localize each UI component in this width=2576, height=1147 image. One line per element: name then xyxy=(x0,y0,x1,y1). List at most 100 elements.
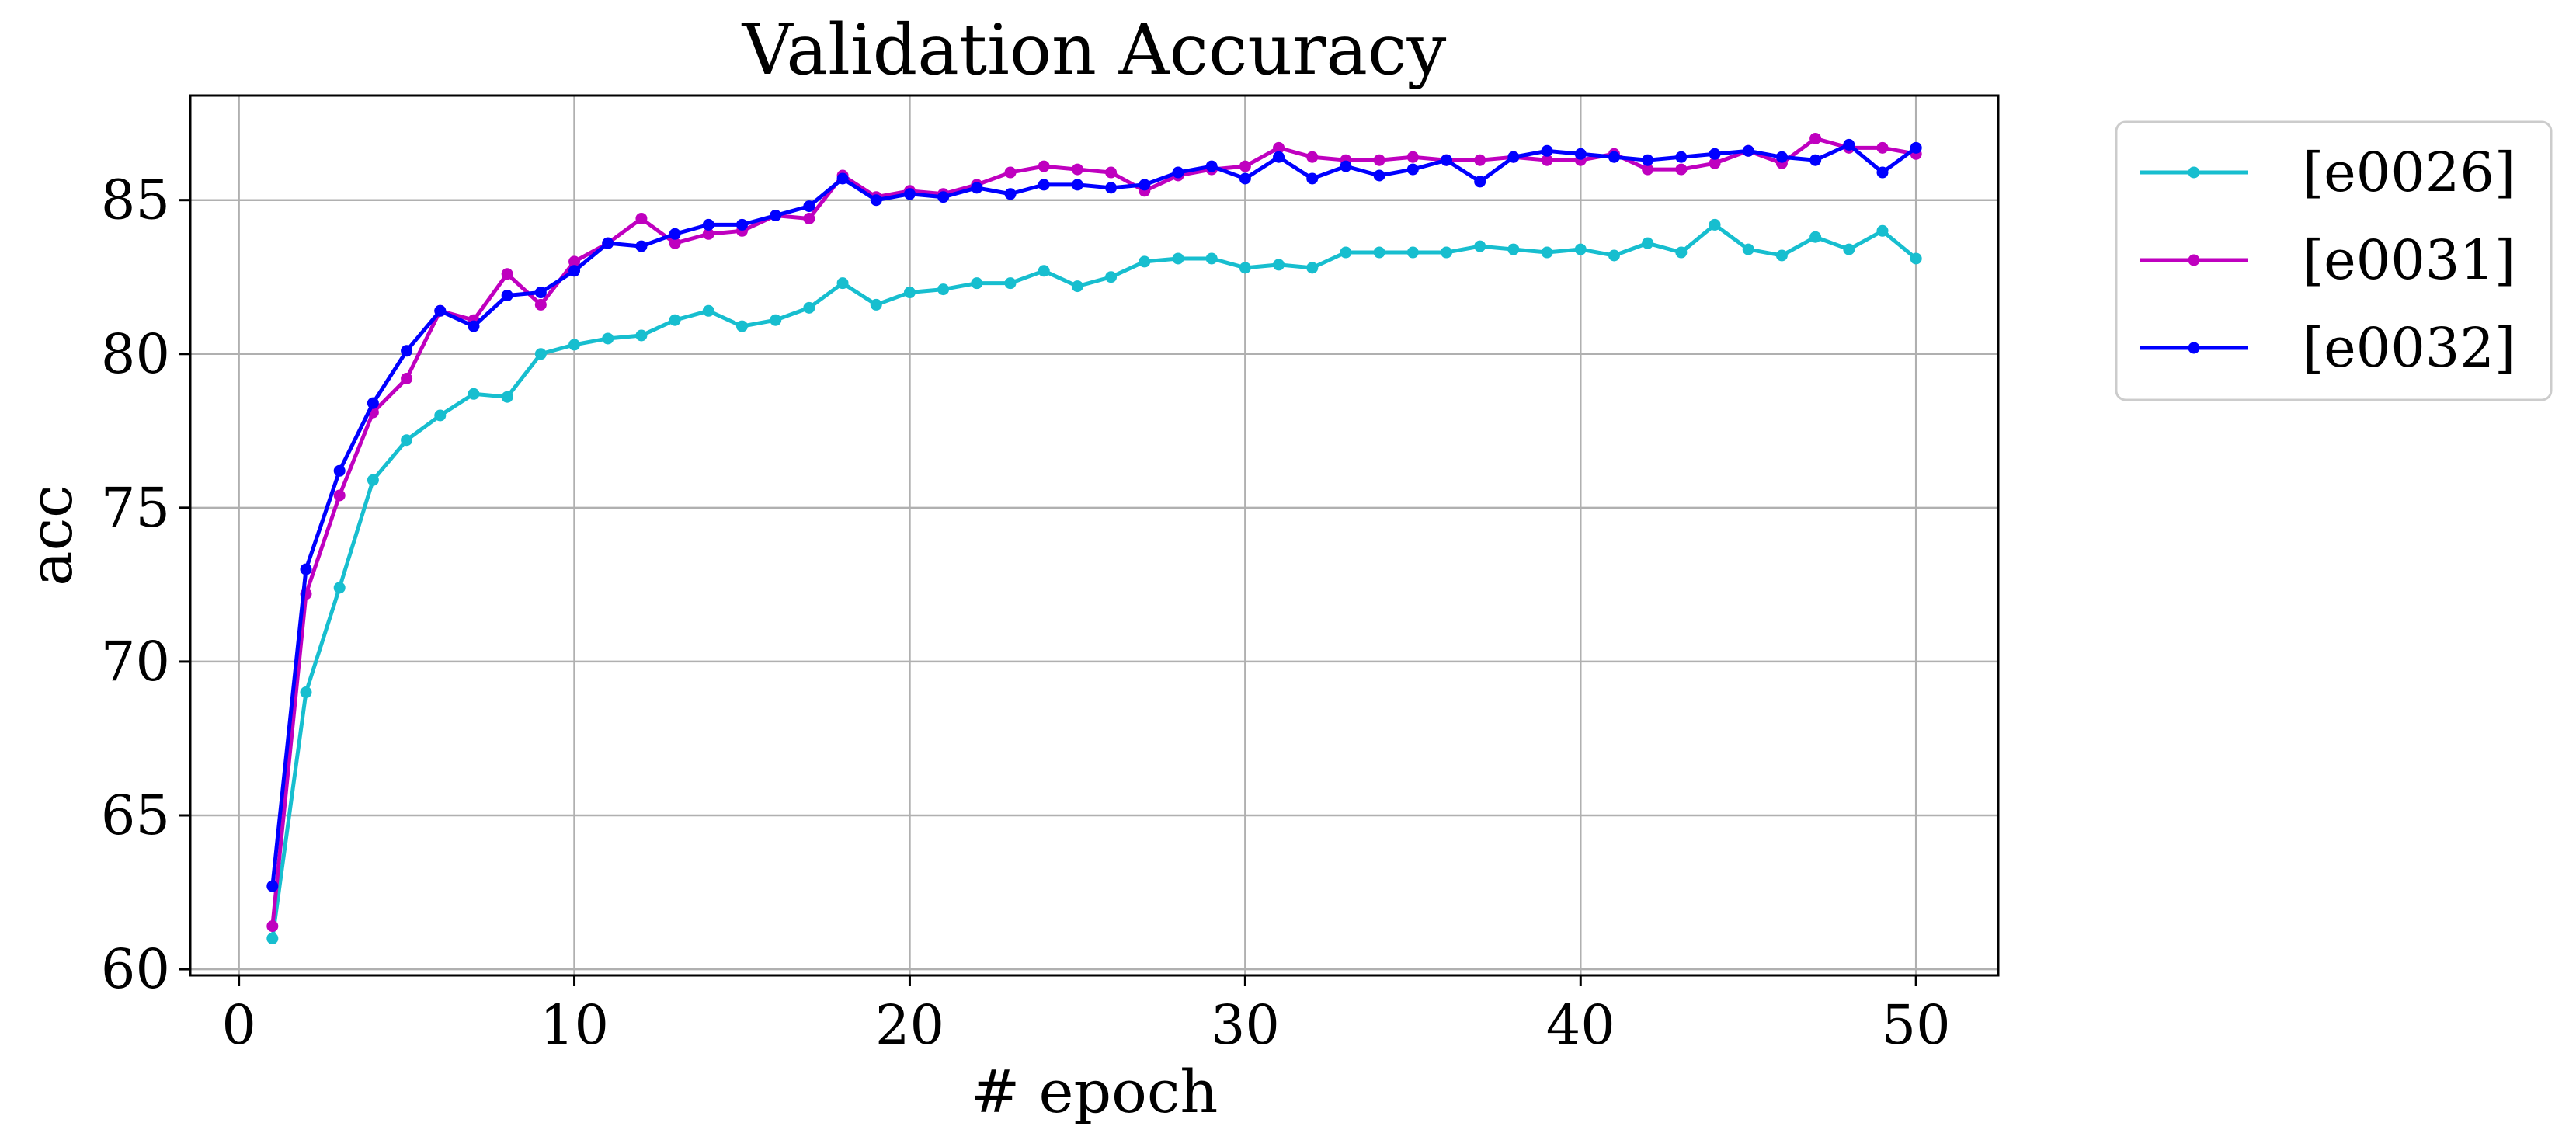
data-point xyxy=(937,283,950,296)
data-point xyxy=(434,304,447,317)
data-point xyxy=(1608,151,1620,163)
data-point xyxy=(1038,179,1050,191)
data-point xyxy=(635,329,648,342)
data-point xyxy=(401,372,413,384)
x-tick-label: 20 xyxy=(875,993,944,1057)
data-point xyxy=(635,212,648,224)
data-point xyxy=(568,339,581,351)
data-point xyxy=(735,218,748,231)
data-point xyxy=(1675,163,1688,176)
legend-label: [e0031] xyxy=(2303,228,2515,292)
data-point xyxy=(1474,240,1486,252)
data-point xyxy=(1373,246,1385,259)
data-point xyxy=(1876,141,1889,154)
data-point xyxy=(1843,138,1855,151)
data-point xyxy=(1474,154,1486,166)
legend-entry: [e0031] xyxy=(2140,228,2515,292)
data-point xyxy=(1306,172,1319,185)
series-line xyxy=(270,222,1917,939)
data-point xyxy=(971,182,983,194)
data-point xyxy=(1340,160,1352,172)
data-point xyxy=(735,320,748,332)
data-point xyxy=(1105,271,1118,283)
x-tick-label: 0 xyxy=(221,993,256,1057)
data-point xyxy=(602,237,614,249)
data-point xyxy=(1004,166,1017,179)
data-point xyxy=(401,434,413,447)
series-line xyxy=(270,142,1917,887)
data-point xyxy=(1172,252,1184,265)
data-point xyxy=(1541,246,1553,259)
data-point xyxy=(434,409,447,422)
x-tick-label: 40 xyxy=(1546,993,1615,1057)
data-point xyxy=(1071,179,1083,191)
x-tick-label: 10 xyxy=(540,993,609,1057)
data-point xyxy=(1139,179,1151,191)
data-point xyxy=(1541,154,1553,166)
data-point xyxy=(568,265,581,277)
data-point xyxy=(903,287,916,299)
data-point xyxy=(870,194,882,207)
legend-entry: [e0026] xyxy=(2140,141,2515,204)
data-point xyxy=(1273,259,1285,271)
data-point xyxy=(1876,224,1889,237)
grid xyxy=(190,96,1998,975)
data-point xyxy=(1642,154,1654,166)
data-point xyxy=(1139,255,1151,268)
data-point xyxy=(300,686,312,699)
data-point xyxy=(1306,151,1319,163)
x-axis-label: # epoch xyxy=(971,1057,1218,1126)
data-point xyxy=(1709,218,1721,231)
data-point xyxy=(401,345,413,357)
data-point xyxy=(300,563,312,575)
legend-entry: [e0032] xyxy=(2140,316,2515,380)
data-point xyxy=(1004,188,1017,200)
data-point xyxy=(367,397,379,409)
data-point xyxy=(1306,262,1319,274)
data-point xyxy=(333,582,346,594)
data-point xyxy=(1406,246,1419,259)
data-point xyxy=(1809,154,1822,166)
data-point xyxy=(1775,151,1788,163)
data-point xyxy=(971,277,983,290)
data-point xyxy=(937,191,950,203)
data-point xyxy=(1205,160,1218,172)
data-point xyxy=(1441,246,1453,259)
data-point xyxy=(534,298,547,311)
data-point xyxy=(1809,231,1822,243)
data-point xyxy=(333,489,346,502)
data-point xyxy=(836,277,849,290)
y-tick-label: 60 xyxy=(101,937,170,1001)
legend: [e0026] [e0031] [e0032] xyxy=(2115,120,2553,401)
data-point xyxy=(1071,280,1083,293)
plot-frame xyxy=(189,94,2000,977)
data-point xyxy=(702,304,714,317)
y-tick-label: 85 xyxy=(101,169,170,232)
data-point xyxy=(1608,249,1620,262)
data-point xyxy=(1574,148,1587,160)
data-point xyxy=(1809,132,1822,144)
data-point xyxy=(1038,265,1050,277)
data-point xyxy=(803,301,815,314)
data-point xyxy=(1775,249,1788,262)
legend-entries: [e0026] [e0031] [e0032] xyxy=(2140,141,2515,380)
data-point xyxy=(1742,144,1754,157)
series-[e0031] xyxy=(266,132,1922,933)
data-point xyxy=(266,920,279,933)
data-point xyxy=(1105,182,1118,194)
data-point xyxy=(468,320,480,332)
data-point xyxy=(1876,166,1889,179)
y-tick-label: 80 xyxy=(101,322,170,386)
data-point xyxy=(1373,169,1385,182)
data-point xyxy=(1105,166,1118,179)
data-point xyxy=(1239,160,1251,172)
data-point xyxy=(1675,151,1688,163)
x-tick-label: 50 xyxy=(1882,993,1951,1057)
data-point xyxy=(367,474,379,486)
data-point xyxy=(266,880,279,892)
data-point xyxy=(468,388,480,400)
data-point xyxy=(803,212,815,224)
series-[e0032] xyxy=(266,138,1922,892)
data-point xyxy=(501,290,513,301)
